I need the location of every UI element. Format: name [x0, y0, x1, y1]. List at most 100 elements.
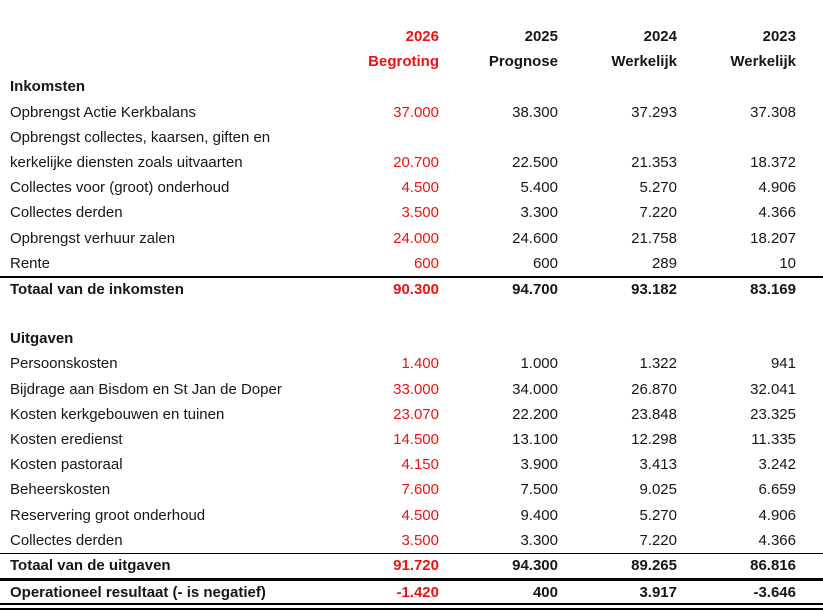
cell-2024: 7.220 [639, 531, 677, 549]
cell-2026: 1.400 [401, 355, 439, 373]
cell-2024: 289 [651, 254, 677, 272]
section-title-row-income: Inkomsten [0, 74, 823, 99]
header-row-subtitles: Begroting Prognose Werkelijk Werkelijk [0, 49, 823, 74]
cell-2023: 4.366 [758, 531, 796, 549]
cell-2023: -3.646 [753, 583, 796, 601]
total-label: Totaal van de inkomsten [10, 280, 184, 298]
table-row-expense-collectes-derden: Collectes derden 3.500 3.300 7.220 4.366 [0, 528, 823, 553]
col-header-sub-2025: Prognose [488, 53, 558, 71]
cell-2024: 7.220 [639, 204, 677, 222]
cell-2023: 23.325 [750, 405, 796, 423]
table-row-expense-pastoraal: Kosten pastoraal 4.150 3.900 3.413 3.242 [0, 452, 823, 477]
bottom-double-rule [0, 603, 823, 611]
cell-2026: 4.500 [401, 506, 439, 524]
row-label: Kosten kerkgebouwen en tuinen [10, 405, 225, 423]
cell-2024: 3.413 [639, 456, 677, 474]
cell-2026: 24.000 [393, 229, 439, 247]
cell-2026: 37.000 [393, 103, 439, 121]
cell-2024: 12.298 [631, 431, 677, 448]
row-label: Collectes derden [10, 204, 123, 222]
cell-2025: 7.500 [520, 481, 558, 499]
col-header-year-2025: 2025 [524, 28, 558, 45]
cell-2026: 90.300 [393, 280, 439, 298]
cell-2026: 600 [413, 254, 439, 272]
cell-2026: 7.600 [401, 481, 439, 499]
cell-2024: 21.758 [631, 229, 677, 247]
cell-2026: 20.700 [393, 153, 439, 171]
row-label: Opbrengst Actie Kerkbalans [10, 103, 196, 121]
col-header-year-2023: 2023 [762, 28, 796, 45]
section-gap [0, 301, 823, 326]
cell-2023: 83.169 [750, 280, 796, 298]
cell-2025: 400 [532, 583, 558, 601]
table-row-expense-bijdrage-bisdom: Bijdrage aan Bisdom en St Jan de Doper 3… [0, 377, 823, 402]
col-header-sub-2026: Begroting [368, 53, 439, 71]
cell-2026: 4.500 [401, 179, 439, 197]
cell-2024: 1.322 [639, 355, 677, 373]
cell-2024: 93.182 [631, 280, 677, 298]
cell-2025: 3.300 [520, 204, 558, 222]
cell-2023: 11.335 [751, 431, 796, 448]
row-label: Kosten eredienst [10, 431, 123, 448]
row-label: Opbrengst verhuur zalen [10, 229, 176, 247]
cell-2023: 941 [770, 355, 796, 373]
section-title-income: Inkomsten [10, 78, 86, 96]
cell-2024: 37.293 [631, 103, 677, 121]
cell-2024: 21.353 [631, 153, 677, 171]
col-header-sub-2023: Werkelijk [730, 53, 796, 71]
cell-2026: 3.500 [401, 204, 439, 222]
cell-2025: 22.500 [512, 153, 558, 171]
cell-2024: 26.870 [631, 380, 677, 398]
cell-2025: 34.000 [512, 380, 558, 398]
row-label: Persoonskosten [10, 355, 118, 373]
cell-2025: 3.900 [520, 456, 558, 474]
row-label: Collectes voor (groot) onderhoud [10, 179, 230, 197]
table-row-expense-persoonskosten: Persoonskosten 1.400 1.000 1.322 941 [0, 351, 823, 376]
cell-2023: 10 [779, 254, 796, 272]
table-row-expense-reservering: Reservering groot onderhoud 4.500 9.400 … [0, 503, 823, 528]
cell-2025: 94.700 [512, 280, 558, 298]
table-row-income-collectes-derden: Collectes derden 3.500 3.300 7.220 4.366 [0, 200, 823, 225]
table-row-income-collectes-line1: Opbrengst collectes, kaarsen, giften en [0, 125, 823, 150]
row-label: Beheerskosten [10, 481, 111, 499]
cell-2024: 89.265 [631, 557, 677, 575]
cell-2023: 4.366 [758, 204, 796, 222]
row-label: Kosten pastoraal [10, 456, 123, 474]
cell-2025: 3.300 [520, 531, 558, 549]
cell-2026: 23.070 [393, 405, 439, 423]
cell-2024: 5.270 [639, 506, 677, 524]
row-label: Rente [10, 254, 51, 272]
cell-2026: 91.720 [393, 557, 439, 575]
cell-2025: 94.300 [512, 557, 558, 575]
cell-2025: 22.200 [512, 405, 558, 423]
total-row-income: Totaal van de inkomsten 90.300 94.700 93… [0, 275, 823, 301]
table-row-expense-kerkgebouwen: Kosten kerkgebouwen en tuinen 23.070 22.… [0, 402, 823, 427]
header-row-years: 2026 2025 2024 2023 [0, 24, 823, 49]
table-row-expense-beheerskosten: Beheerskosten 7.600 7.500 9.025 6.659 [0, 477, 823, 502]
table-row-income-collectes-onderhoud: Collectes voor (groot) onderhoud 4.500 5… [0, 175, 823, 200]
section-title-row-expenses: Uitgaven [0, 326, 823, 351]
cell-2026: -1.420 [396, 583, 439, 601]
cell-2023: 4.906 [758, 506, 796, 524]
cell-2026: 33.000 [393, 380, 439, 398]
row-label: Bijdrage aan Bisdom en St Jan de Doper [10, 380, 282, 398]
row-label: kerkelijke diensten zoals uitvaarten [10, 153, 243, 171]
col-header-year-2026: 2026 [405, 28, 439, 45]
total-row-expenses: Totaal van de uitgaven 91.720 94.300 89.… [0, 552, 823, 578]
table-row-income-verhuur: Opbrengst verhuur zalen 24.000 24.600 21… [0, 226, 823, 251]
cell-2023: 32.041 [750, 380, 796, 398]
col-header-sub-2024: Werkelijk [611, 53, 677, 71]
result-label: Operationeel resultaat (- is negatief) [10, 583, 266, 601]
cell-2024: 9.025 [639, 481, 677, 499]
cell-2023: 18.207 [750, 229, 796, 247]
cell-2025: 600 [532, 254, 558, 272]
table-row-expense-eredienst: Kosten eredienst 14.500 13.100 12.298 11… [0, 427, 823, 452]
section-title-expenses: Uitgaven [10, 330, 74, 348]
row-label: Opbrengst collectes, kaarsen, giften en [10, 128, 271, 146]
cell-2025: 1.000 [520, 355, 558, 373]
table-row-income-rente: Rente 600 600 289 10 [0, 251, 823, 276]
cell-2025: 24.600 [512, 229, 558, 247]
result-row-operational: Operationeel resultaat (- is negatief) -… [0, 578, 823, 603]
col-header-year-2024: 2024 [643, 28, 677, 45]
